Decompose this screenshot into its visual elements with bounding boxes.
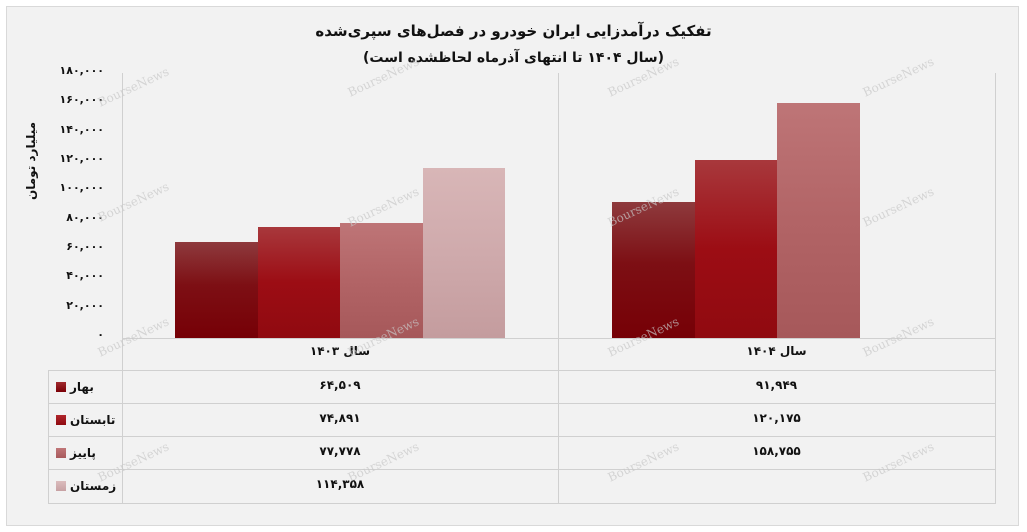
legend-swatch-icon bbox=[56, 381, 66, 392]
bar-0-2 bbox=[340, 222, 423, 338]
table-line bbox=[48, 503, 996, 504]
bar-0-0 bbox=[175, 242, 258, 338]
y-tick-label: ۱۴۰,۰۰۰ bbox=[59, 122, 104, 136]
table-cell-1403-spring: ۶۴,۵۰۹ bbox=[319, 378, 361, 392]
chart-title: تفکیک درآمدزایی ایران خودرو در فصل‌های س… bbox=[315, 22, 712, 40]
y-tick-label: ۱۶۰,۰۰۰ bbox=[59, 93, 104, 107]
bar-1-0 bbox=[612, 201, 695, 338]
table-cell-1403-winter: ۱۱۴,۳۵۸ bbox=[315, 477, 365, 491]
bar-0-3 bbox=[422, 168, 505, 338]
bar-1-1 bbox=[694, 159, 777, 338]
legend-item-summer: تابستان bbox=[48, 403, 122, 436]
y-tick-label: ۲۰,۰۰۰ bbox=[66, 298, 104, 312]
group-divider bbox=[558, 73, 559, 503]
table-cell-1403-summer: ۷۴,۸۹۱ bbox=[319, 411, 361, 425]
legend-label: بهار bbox=[70, 379, 94, 394]
legend-item-autumn: پاییز bbox=[48, 436, 122, 469]
bar-1-2 bbox=[777, 102, 860, 338]
y-tick-label: ۱۲۰,۰۰۰ bbox=[59, 152, 104, 165]
table-cell-1404-summer: ۱۲۰,۱۷۵ bbox=[752, 411, 801, 425]
y-tick-label: ۶۰,۰۰۰ bbox=[66, 240, 104, 253]
y-tick-label: ۱۸۰,۰۰۰ bbox=[59, 64, 104, 77]
y-axis-line bbox=[122, 73, 123, 503]
table-cell-1403-autumn: ۷۷,۷۷۸ bbox=[319, 444, 361, 458]
legend-label: پاییز bbox=[70, 445, 96, 460]
legend-swatch-icon bbox=[56, 447, 66, 458]
legend-label: تابستان bbox=[70, 412, 116, 427]
y-tick-label: ۴۰,۰۰۰ bbox=[66, 269, 104, 283]
legend-item-winter: زمستان bbox=[48, 469, 122, 502]
table-line bbox=[48, 469, 996, 470]
legend-swatch-icon bbox=[56, 480, 66, 491]
table-line bbox=[48, 370, 996, 371]
y-tick-label: ۸۰,۰۰۰ bbox=[66, 210, 104, 224]
y-tick-label: ۰ bbox=[97, 328, 104, 341]
x-axis-baseline bbox=[122, 338, 996, 339]
legend-item-spring: بهار bbox=[48, 370, 122, 403]
table-left-edge bbox=[48, 370, 49, 504]
plot-right-edge bbox=[995, 73, 996, 503]
bar-0-1 bbox=[257, 226, 340, 338]
table-line bbox=[48, 403, 996, 404]
legend-swatch-icon bbox=[56, 414, 66, 425]
chart-subtitle: (سال ۱۴۰۴ تا انتهای آذرماه لحاظشده است) bbox=[362, 50, 665, 66]
table-cell-1404-autumn: ۱۵۸,۷۵۵ bbox=[752, 444, 801, 458]
legend-label: زمستان bbox=[70, 478, 117, 493]
y-axis-label: میلیارد تومان bbox=[24, 121, 38, 200]
category-label-1404: سال ۱۴۰۴ bbox=[746, 344, 807, 358]
category-label-1403: سال ۱۴۰۳ bbox=[309, 344, 371, 358]
table-cell-1404-spring: ۹۱,۹۴۹ bbox=[755, 378, 798, 392]
y-tick-label: ۱۰۰,۰۰۰ bbox=[59, 181, 104, 195]
table-line bbox=[48, 436, 996, 437]
